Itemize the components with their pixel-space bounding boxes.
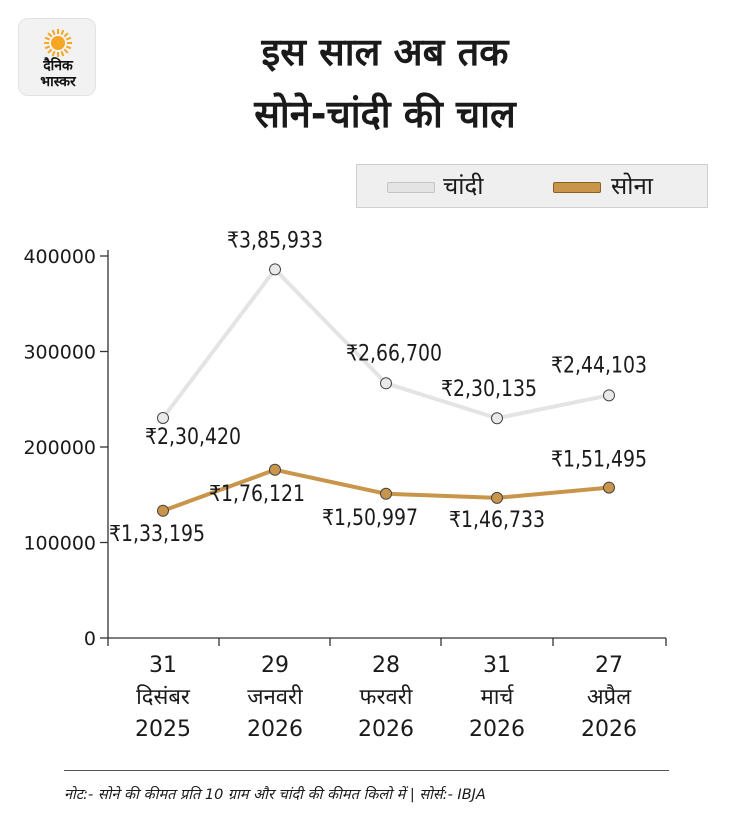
x-tick-label-line: 2026 [581, 717, 637, 742]
x-tick-label-line: 31 [483, 653, 511, 678]
gold-data-point [603, 481, 615, 494]
dainik-bhaskar-logo: दैनिक भास्कर [18, 18, 96, 96]
x-tick-label-line: 2026 [469, 717, 525, 742]
silver-value-label: ₹3,85,933 [227, 228, 323, 253]
y-tick-label: 0 [84, 628, 96, 650]
footer-divider [64, 770, 669, 771]
silver-data-point [380, 377, 392, 390]
legend-label-gold: सोना [611, 172, 653, 200]
x-tick-label: 29 जनवरी 2026 [220, 650, 330, 746]
silver-value-label: ₹2,30,420 [145, 425, 241, 450]
silver-data-point [603, 389, 615, 402]
x-tick-label-line: अप्रैल [586, 685, 632, 710]
silver-value-label: ₹2,30,135 [441, 377, 537, 402]
silver-data-point [269, 263, 281, 276]
logo-text-line2: भास्कर [40, 74, 76, 90]
chart-title-line2: सोने-चांदी की चाल [254, 92, 516, 136]
silver-value-label: ₹2,44,103 [551, 353, 647, 378]
y-tick-label: 400000 [23, 246, 96, 268]
gold-data-point [380, 487, 392, 500]
y-tick-label: 300000 [23, 342, 96, 364]
silver-value-label: ₹2,66,700 [346, 341, 442, 366]
gold-value-label: ₹1,50,997 [322, 506, 418, 531]
gold-value-label: ₹1,51,495 [551, 448, 647, 473]
gold-data-point [269, 463, 281, 476]
x-tick-label-line: जनवरी [247, 685, 303, 710]
legend-label-silver: चांदी [443, 172, 484, 200]
x-tick-label: 28 फरवरी 2026 [331, 650, 441, 746]
x-tick-label-line: 28 [372, 653, 400, 678]
silver-data-point [491, 412, 503, 425]
legend-swatch-gold [553, 182, 601, 193]
logo-text-line1: दैनिक [43, 58, 73, 74]
gold-value-label: ₹1,76,121 [209, 482, 305, 507]
gold-value-label: ₹1,33,195 [109, 522, 205, 547]
gold-data-point [491, 491, 503, 504]
y-tick-label: 200000 [23, 437, 96, 459]
silver-data-point [157, 411, 169, 424]
x-tick-label: 31 दिसंबर 2025 [108, 650, 218, 746]
x-tick-label: 27 अप्रैल 2026 [554, 650, 664, 746]
sun-icon [44, 29, 72, 57]
x-tick-label-line: दिसंबर [136, 685, 190, 710]
gold-data-point [157, 504, 169, 517]
gold-value-label: ₹1,46,733 [449, 508, 545, 533]
x-tick-label-line: 2026 [247, 717, 303, 742]
line-chart: 0 100000 200000 300000 400000 ₹2,30,420 ₹3,85… [23, 228, 667, 650]
x-tick-label-line: 2025 [135, 717, 191, 742]
x-tick-label-line: मार्च [480, 685, 514, 710]
x-tick-label-line: 31 [149, 653, 177, 678]
chart-legend: चांदी सोना [356, 164, 708, 208]
y-tick-label: 100000 [23, 533, 96, 555]
x-tick-label-line: फरवरी [359, 685, 413, 710]
chart-title-line1: इस साल अब तक [261, 30, 509, 74]
x-tick-label: 31 मार्च 2026 [442, 650, 552, 746]
footer-note: नोट:- सोने की कीमत प्रति 10 ग्राम और चां… [64, 787, 486, 803]
legend-swatch-silver [387, 182, 435, 193]
x-tick-label-line: 29 [261, 653, 289, 678]
x-tick-label-line: 2026 [358, 717, 414, 742]
x-tick-label-line: 27 [595, 653, 623, 678]
